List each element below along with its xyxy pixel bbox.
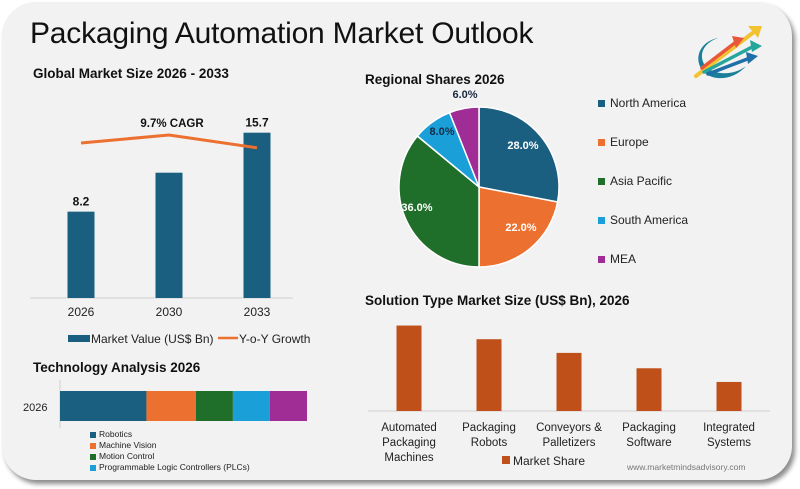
- solution-type-title: Solution Type Market Size (US$ Bn), 2026: [365, 293, 630, 308]
- legend-swatch: [90, 453, 96, 460]
- legend-item: Robotics: [90, 429, 250, 440]
- pie-data-label: 8.0%: [429, 126, 454, 138]
- tech-segment-machine-vision: [146, 391, 196, 421]
- legend-label-yoy-growth: Y-o-Y Growth: [239, 332, 310, 346]
- legend-swatch: [598, 256, 605, 263]
- y-tick-label: 2026: [23, 402, 47, 414]
- market-value-bar: [243, 132, 271, 298]
- technology-analysis-title: Technology Analysis 2026: [33, 360, 201, 375]
- legend-swatch: [598, 178, 605, 185]
- regional-shares-title: Regional Shares 2026: [365, 72, 505, 87]
- x-tick-label: Conveyors &: [536, 422, 602, 434]
- solution-type-chart: Automated Packaging Machines Packaging Robot…: [368, 325, 770, 468]
- legend-label-market-value: Market Value (US$ Bn): [91, 332, 214, 346]
- x-tick-label: Robots: [471, 437, 508, 449]
- legend-swatch: [90, 442, 96, 449]
- pie-slice-asia-pacific: [398, 134, 480, 268]
- solution-bar: [716, 381, 742, 411]
- legend-item-mea: MEA: [598, 252, 688, 291]
- legend-item: Programmable Logic Controllers (PLCs): [90, 462, 250, 473]
- legend-label: Motion Control: [99, 451, 155, 461]
- x-tick-label: Software: [626, 437, 671, 449]
- global-market-title: Global Market Size 2026 - 2033: [33, 66, 229, 81]
- legend-item: Machine Vision: [90, 440, 250, 451]
- legend-label: Europe: [610, 135, 649, 149]
- source-url: www.marketmindsadvisory.com: [627, 462, 746, 472]
- pie-data-label: 22.0%: [505, 222, 536, 234]
- pie-slice-north-america: [478, 106, 560, 203]
- bar-data-label: 15.7: [245, 116, 269, 130]
- pie-slice-mea: [448, 106, 480, 188]
- legend-item: Motion Control: [90, 451, 250, 462]
- legend-label: North America: [610, 96, 687, 110]
- rising-arrows-logo-icon: [694, 26, 762, 79]
- pie-data-label: 36.0%: [401, 202, 432, 214]
- tech-segment-programmable-logic-controllers-plcs-: [232, 391, 270, 421]
- x-tick-label: Packaging: [622, 422, 676, 434]
- regional-shares-pie: 28.0% 22.0% 36.0% 8.0% 6.0%: [398, 89, 560, 268]
- x-tick-label: 2033: [244, 305, 271, 319]
- regional-shares-legend: North America Europe Asia Pacific South Ame…: [598, 96, 688, 291]
- x-tick-label: Integrated: [703, 422, 755, 434]
- legend-label: Asia Pacific: [610, 174, 673, 188]
- legend-swatch: [90, 431, 96, 438]
- legend-item-north-america: North America: [598, 96, 688, 135]
- legend-item-south-america: South America: [598, 213, 688, 252]
- solution-bar: [556, 352, 582, 411]
- cagr-annotation: 9.7% CAGR: [140, 118, 204, 130]
- legend-label: Robotics: [99, 429, 133, 439]
- legend-swatch: [598, 217, 605, 224]
- solution-bar: [396, 325, 422, 411]
- bar-data-label: 8.2: [73, 195, 90, 209]
- legend-swatch-market-value: [68, 335, 90, 342]
- global-market-chart: 8.2 2026 2030 15.7 2033 9.7% CAGR Market Value…: [30, 116, 310, 346]
- tech-segment-motion-control: [195, 391, 233, 421]
- page-title: Packaging Automation Market Outlook: [30, 17, 534, 50]
- technology-legend: Robotics Machine Vision Motion Control Prog…: [90, 429, 250, 473]
- yoy-growth-line: [80, 133, 258, 150]
- legend-label-market-share: Market Share: [513, 454, 585, 468]
- pie-data-label: 6.0%: [452, 89, 477, 101]
- market-value-bar: [155, 172, 183, 298]
- pie-slice-europe: [478, 186, 559, 268]
- x-tick-label: Automated: [381, 422, 437, 434]
- x-tick-label: Packaging: [462, 422, 516, 434]
- market-value-bar: [67, 211, 95, 298]
- x-tick-label: 2030: [156, 305, 183, 319]
- legend-label: MEA: [610, 252, 637, 266]
- x-tick-label: Packaging: [382, 437, 436, 449]
- technology-stacked-bar: 2026: [23, 380, 307, 428]
- legend-swatch: [90, 464, 96, 471]
- pie-data-label: 28.0%: [507, 140, 538, 152]
- solution-bar: [476, 339, 502, 411]
- x-tick-label: Machines: [384, 452, 433, 464]
- legend-label: Machine Vision: [99, 440, 157, 450]
- legend-swatch-market-share: [502, 456, 510, 464]
- x-tick-label: 2026: [68, 305, 95, 319]
- x-tick-label: Systems: [707, 437, 751, 449]
- tech-segment-others: [269, 391, 307, 421]
- x-tick-label: Palletizers: [542, 437, 595, 449]
- legend-swatch: [598, 139, 605, 146]
- tech-segment-robotics: [60, 391, 147, 421]
- legend-label: South America: [610, 213, 689, 227]
- legend-label: Programmable Logic Controllers (PLCs): [99, 462, 250, 472]
- solution-bar: [636, 368, 662, 411]
- legend-item-europe: Europe: [598, 135, 688, 174]
- legend-swatch: [598, 100, 605, 107]
- legend-item-asia-pacific: Asia Pacific: [598, 174, 688, 213]
